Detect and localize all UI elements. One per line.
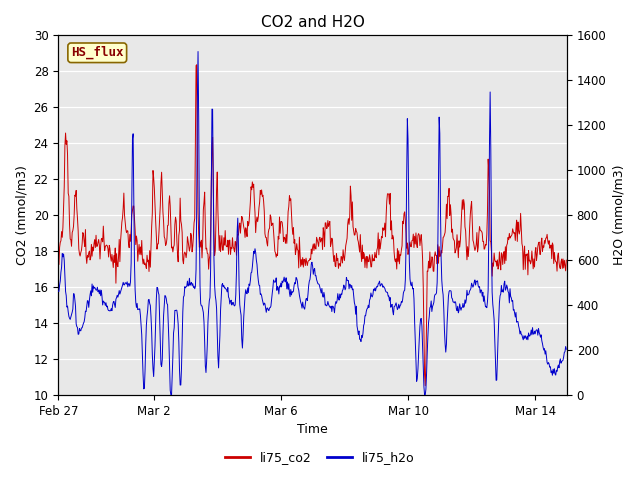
- X-axis label: Time: Time: [297, 423, 328, 436]
- Title: CO2 and H2O: CO2 and H2O: [260, 15, 365, 30]
- Legend: li75_co2, li75_h2o: li75_co2, li75_h2o: [220, 446, 420, 469]
- Y-axis label: CO2 (mmol/m3): CO2 (mmol/m3): [15, 165, 28, 265]
- Y-axis label: H2O (mmol/m3): H2O (mmol/m3): [612, 165, 625, 265]
- Text: HS_flux: HS_flux: [71, 46, 124, 60]
